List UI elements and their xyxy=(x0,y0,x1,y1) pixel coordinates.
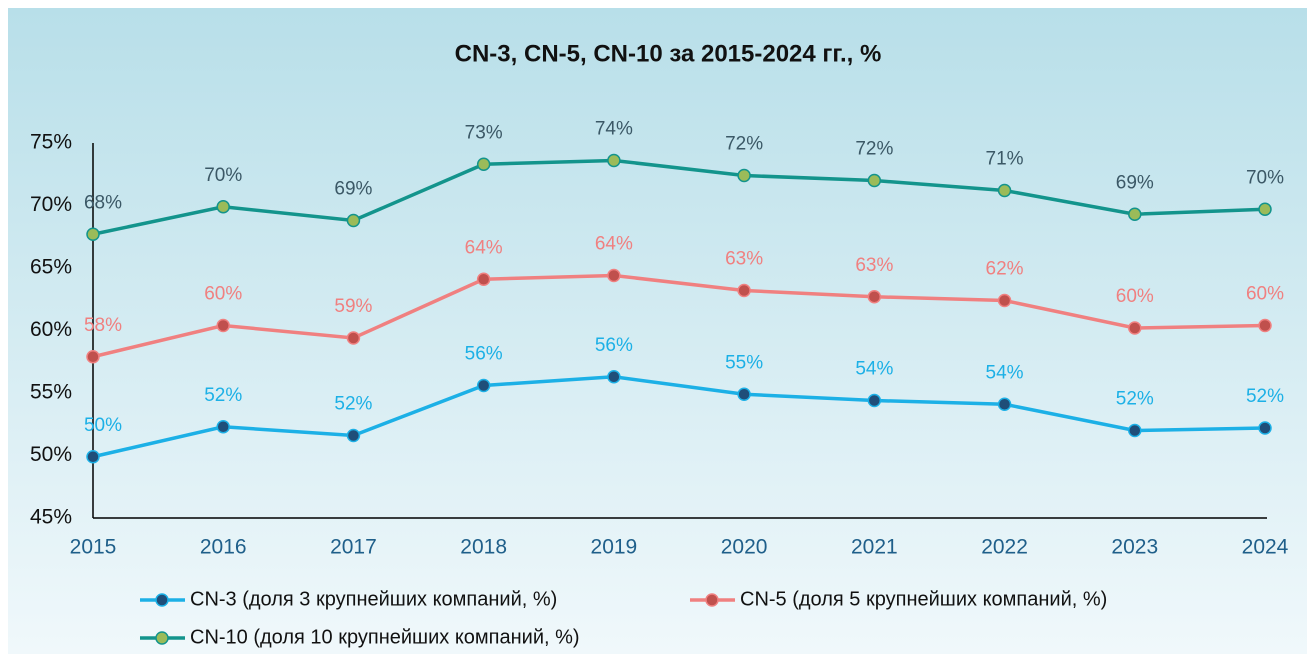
y-tick-label: 45% xyxy=(30,506,72,529)
x-tick-label: 2024 xyxy=(1242,536,1289,559)
data-label: 60% xyxy=(1246,284,1284,305)
y-tick-label: 50% xyxy=(30,443,72,466)
data-label: 52% xyxy=(204,385,242,406)
chart-title: CN-3, CN-5, CN-10 за 2015-2024 гг., % xyxy=(455,40,882,67)
data-label: 69% xyxy=(334,179,372,200)
marker xyxy=(867,290,882,304)
x-tick-label: 2023 xyxy=(1111,536,1158,559)
marker xyxy=(867,393,882,408)
legend-marker xyxy=(155,631,169,645)
marker xyxy=(607,268,621,283)
x-tick-label: 2020 xyxy=(721,536,768,559)
marker xyxy=(86,350,100,364)
marker xyxy=(1258,318,1272,333)
x-tick-label: 2015 xyxy=(70,536,117,559)
marker xyxy=(86,450,100,464)
x-tick-label: 2016 xyxy=(200,536,247,559)
marker xyxy=(86,227,100,241)
legend-marker xyxy=(155,593,169,607)
data-label: 56% xyxy=(595,335,633,356)
marker xyxy=(346,331,361,345)
data-label: 63% xyxy=(725,249,763,270)
data-label: 72% xyxy=(855,139,893,160)
marker xyxy=(216,420,230,434)
data-label: 70% xyxy=(204,165,242,186)
marker xyxy=(1128,207,1142,221)
data-label: 64% xyxy=(595,234,633,255)
marker xyxy=(737,387,751,401)
legend-label: CN-10 (доля 10 крупнейших компаний, %) xyxy=(190,626,580,648)
data-label: 60% xyxy=(1116,286,1154,307)
marker xyxy=(476,157,491,171)
data-label: 73% xyxy=(465,122,503,143)
legend-label: CN-3 (доля 3 крупнейших компаний, %) xyxy=(190,588,557,610)
marker xyxy=(1258,421,1272,435)
data-label: 56% xyxy=(465,344,503,365)
data-label: 54% xyxy=(986,362,1024,383)
y-tick-label: 65% xyxy=(30,256,72,279)
data-label: 55% xyxy=(725,352,763,373)
y-tick-label: 75% xyxy=(30,131,72,154)
data-label: 70% xyxy=(1246,167,1284,188)
x-tick-label: 2019 xyxy=(591,536,638,559)
legend-label: CN-5 (доля 5 крупнейших компаний, %) xyxy=(740,588,1107,610)
y-tick-label: 60% xyxy=(30,318,72,341)
data-label: 69% xyxy=(1116,172,1154,193)
data-label: 62% xyxy=(986,259,1024,280)
marker xyxy=(476,272,491,286)
data-label: 50% xyxy=(84,415,122,436)
y-tick-label: 70% xyxy=(30,193,72,216)
marker xyxy=(737,283,751,298)
marker xyxy=(737,168,751,183)
data-label: 52% xyxy=(334,394,372,415)
series-line xyxy=(92,158,1266,236)
marker xyxy=(997,183,1012,198)
x-tick-label: 2017 xyxy=(330,536,377,559)
data-label: 52% xyxy=(1246,386,1284,407)
data-label: 59% xyxy=(334,296,372,317)
data-label: 68% xyxy=(84,192,122,213)
marker xyxy=(607,153,621,168)
data-label: 52% xyxy=(1116,389,1154,410)
x-tick-label: 2018 xyxy=(460,536,507,559)
data-label: 64% xyxy=(465,237,503,258)
y-tick-label: 55% xyxy=(30,381,72,404)
marker xyxy=(607,370,621,384)
legend-marker xyxy=(705,593,719,607)
data-label: 60% xyxy=(204,284,242,305)
data-label: 54% xyxy=(855,359,893,380)
marker xyxy=(216,318,230,333)
data-label: 72% xyxy=(725,134,763,155)
data-label: 58% xyxy=(84,315,122,336)
marker xyxy=(1128,423,1142,438)
marker xyxy=(1128,321,1142,335)
marker xyxy=(997,397,1012,411)
marker xyxy=(216,200,230,214)
data-label: 74% xyxy=(595,119,633,140)
series-line xyxy=(92,273,1266,359)
x-tick-label: 2022 xyxy=(981,536,1028,559)
data-label: 63% xyxy=(855,255,893,276)
marker xyxy=(867,173,882,188)
marker xyxy=(346,213,361,228)
marker xyxy=(346,428,361,443)
x-tick-label: 2021 xyxy=(851,536,898,559)
data-label: 71% xyxy=(986,149,1024,170)
marker xyxy=(476,378,491,393)
series-line xyxy=(92,374,1266,459)
marker xyxy=(1258,202,1272,216)
marker xyxy=(997,293,1012,308)
